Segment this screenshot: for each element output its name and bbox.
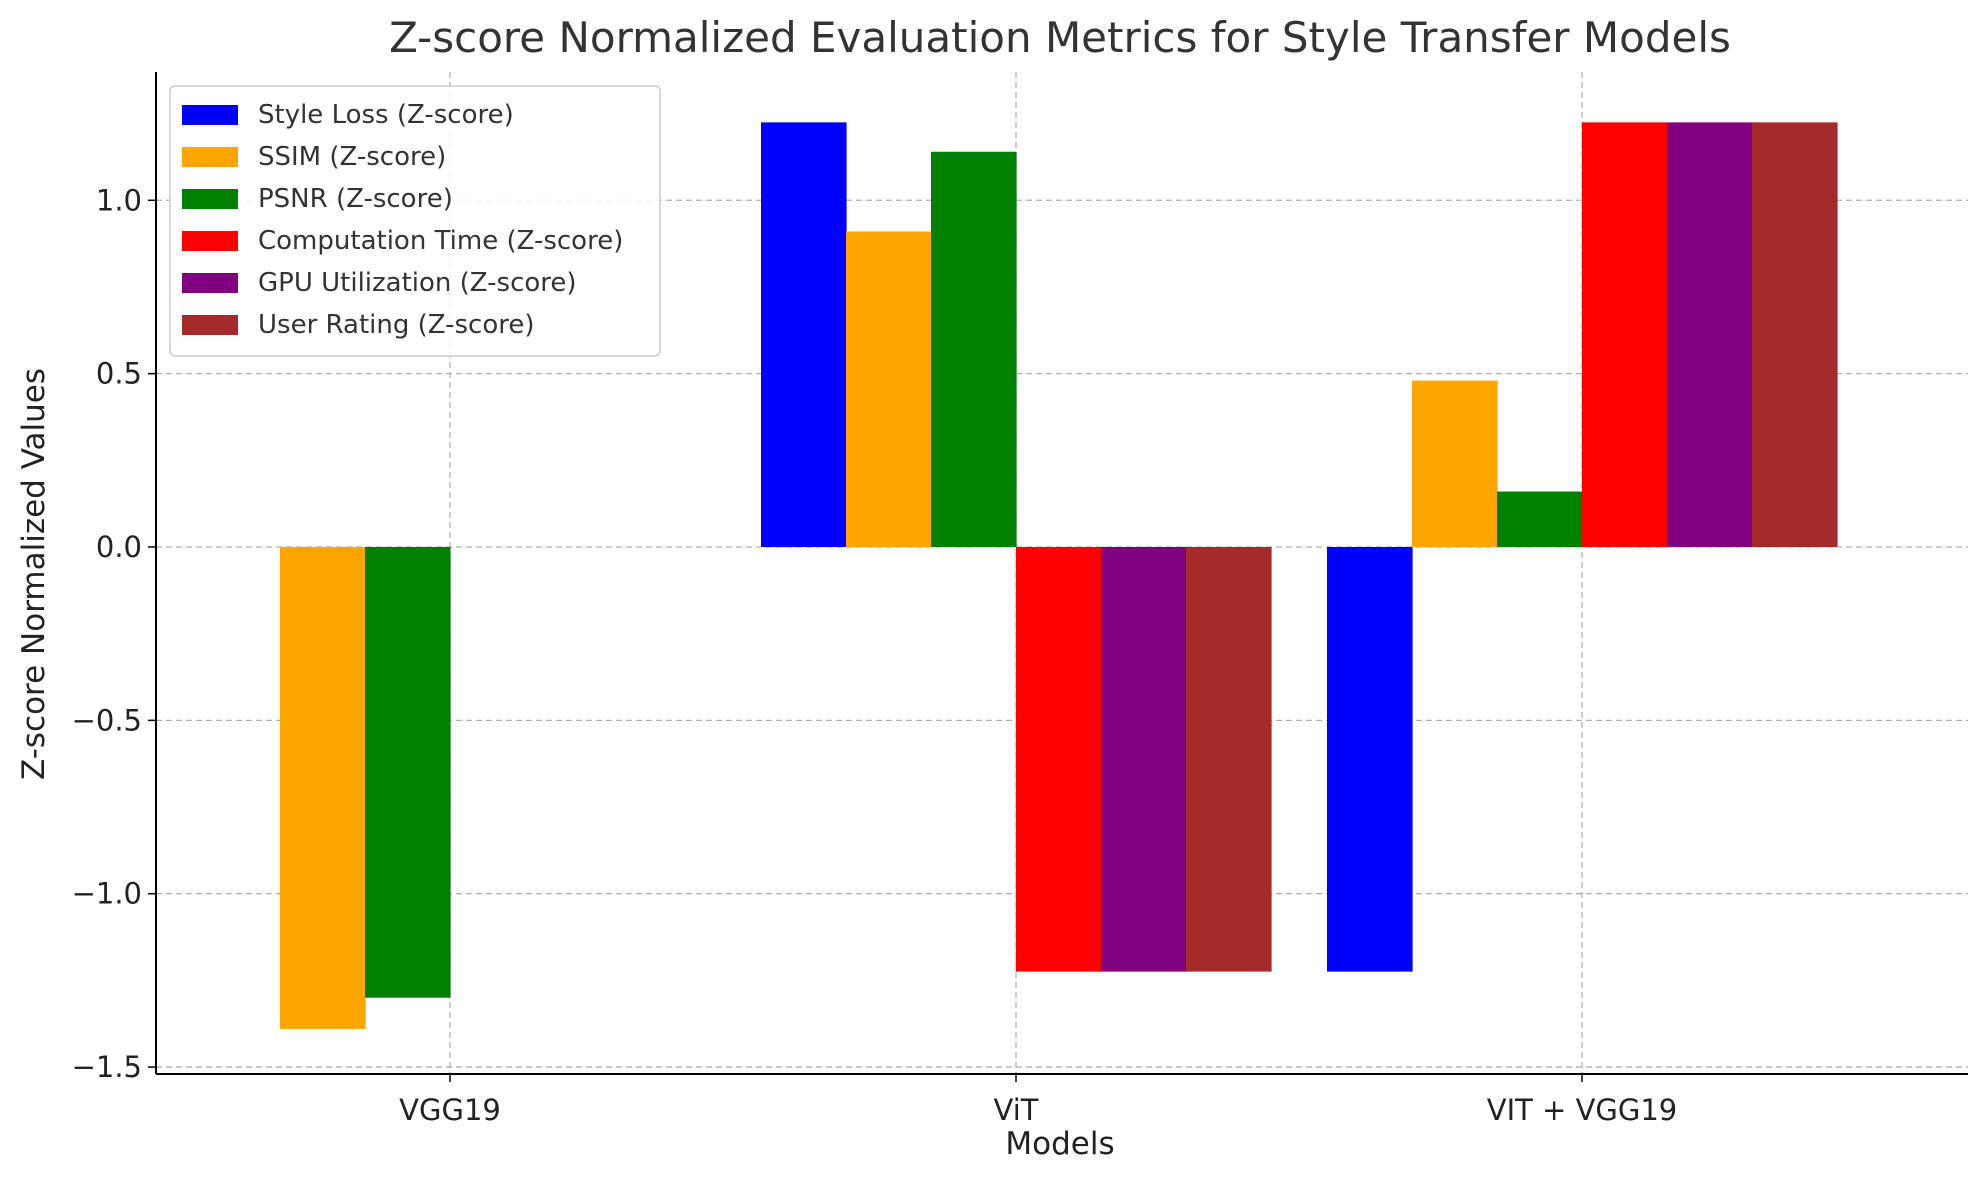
chart-title: Z-score Normalized Evaluation Metrics fo… [389,13,1731,62]
bar-1-0 [280,546,366,1029]
bar-0-2 [1327,546,1413,972]
legend-swatch-3 [182,231,238,251]
bar-3-2 [1582,122,1668,547]
legend-swatch-4 [182,273,238,293]
x-tick-label: VIT + VGG19 [1487,1093,1678,1127]
legend-swatch-1 [182,147,238,167]
bar-1-2 [1412,380,1498,547]
bar-2-1 [931,151,1017,547]
legend-swatch-5 [182,315,238,335]
bar-4-1 [1101,546,1187,972]
legend-label-4: GPU Utilization (Z-score) [258,268,577,298]
legend-label-1: SSIM (Z-score) [258,142,446,172]
y-tick-label: −0.5 [72,703,142,737]
legend-label-0: Style Loss (Z-score) [258,100,514,130]
x-tick-labels: VGG19 ViT VIT + VGG19 [399,1074,1677,1127]
y-tick-label: 0.0 [96,530,142,564]
bar-0-1 [761,122,847,547]
y-tick-label: −1.0 [72,877,142,911]
bar-4-2 [1667,122,1753,547]
x-tick-label: ViT [994,1093,1039,1127]
y-tick-label: 1.0 [96,183,142,217]
bars-group [280,122,1838,1029]
y-tick-labels: 1.0 0.5 0.0 −0.5 −1.0 −1.5 [72,183,156,1084]
bar-3-1 [1016,546,1102,972]
bar-2-0 [365,546,451,998]
legend-swatch-2 [182,189,238,209]
bar-1-1 [846,231,932,547]
y-axis-title: Z-score Normalized Values [16,368,52,780]
legend-label-3: Computation Time (Z-score) [258,226,623,256]
x-tick-label: VGG19 [399,1093,501,1127]
y-tick-label: 0.5 [96,357,142,391]
bar-2-2 [1497,491,1583,547]
legend-swatch-0 [182,105,238,125]
bar-5-2 [1752,122,1838,547]
legend-frame [169,85,661,357]
legend: Style Loss (Z-score) SSIM (Z-score) PSNR (… [169,85,661,357]
y-tick-label: −1.5 [72,1050,142,1084]
x-axis-title: Models [1005,1126,1114,1162]
axes [155,72,1968,1075]
legend-label-5: User Rating (Z-score) [258,310,535,340]
bar-5-1 [1186,546,1272,972]
legend-label-2: PSNR (Z-score) [258,184,453,214]
